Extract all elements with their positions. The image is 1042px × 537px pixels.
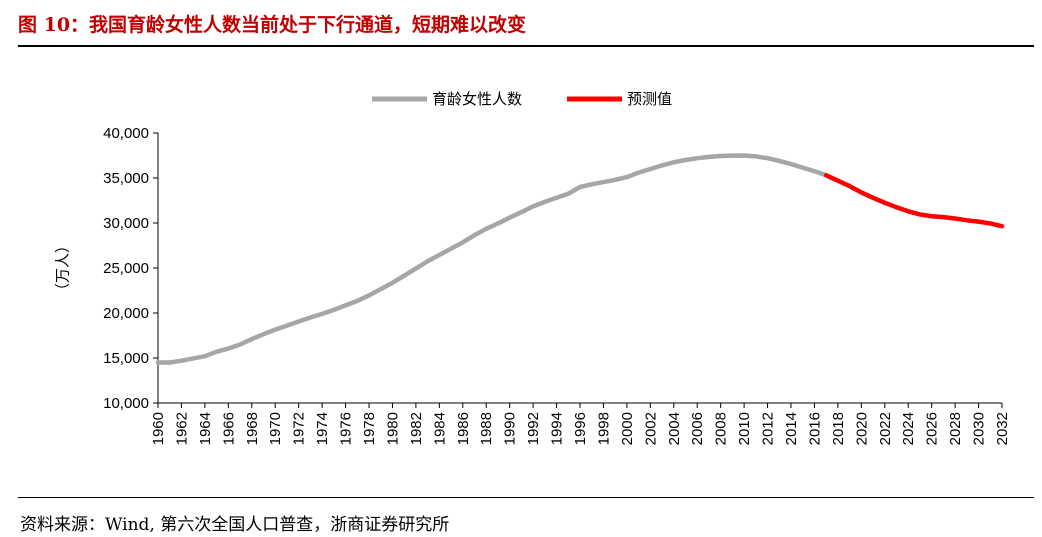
x-tick-label: 2018 [830,412,847,445]
x-tick-label: 2032 [994,412,1011,445]
x-tick-label: 1968 [244,412,261,445]
series-line [155,153,829,365]
x-axis: 1960 1962 1964 1966 1968 1970 1972 1974 1976 1978… [150,402,1011,445]
x-tick-label: 1994 [549,412,566,445]
legend-label: 预测值 [627,90,672,108]
x-tick-label: 1986 [455,412,472,445]
y-tick-label: 40,000 [103,125,149,142]
series-line [823,173,1005,229]
x-tick-label: 2030 [971,412,988,445]
y-tick-label: 20,000 [103,305,149,322]
y-tick-label: 35,000 [103,170,149,187]
title-rule [18,45,1034,47]
x-tick-label: 1962 [173,412,190,445]
x-tick-label: 1982 [408,412,425,445]
x-tick-label: 1960 [150,412,167,445]
x-tick-label: 1980 [384,412,401,445]
x-tick-label: 2004 [666,412,683,445]
x-tick-label: 1972 [291,412,308,445]
y-axis: 10,000 15,000 20,000 25,000 30,000 35,000 40,0… [103,125,159,412]
x-tick-label: 1988 [478,412,495,445]
x-tick-label: 2014 [783,412,800,445]
x-tick-label: 1990 [502,412,519,445]
x-tick-label: 1992 [525,412,542,445]
y-tick-label: 10,000 [103,395,149,412]
x-tick-label: 2020 [853,412,870,445]
x-tick-label: 2022 [877,412,894,445]
y-tick-label: 25,000 [103,260,149,277]
x-tick-label: 1974 [314,412,331,445]
x-tick-label: 2006 [689,412,706,445]
x-tick-label: 2026 [924,412,941,445]
x-tick-label: 1984 [431,412,448,445]
source-note: 资料来源：Wind, 第六次全国人口普查，浙商证券研究所 [20,515,450,535]
x-tick-label: 2010 [736,412,753,445]
x-tick-label: 1970 [267,412,284,445]
x-tick-label: 2016 [806,412,823,445]
x-tick-label: 2000 [619,412,636,445]
x-tick-label: 1966 [220,412,237,445]
y-axis-label: （万人） [54,238,72,298]
y-tick-label: 30,000 [103,215,149,232]
footer-rule [18,497,1034,498]
series-lines [155,153,1005,365]
x-tick-label: 2024 [900,412,917,445]
legend-label: 育龄女性人数 [432,90,522,108]
x-tick-label: 1998 [595,412,612,445]
x-tick-label: 1964 [197,412,214,445]
y-tick-label: 15,000 [103,350,149,367]
x-tick-label: 2028 [947,412,964,445]
x-tick-label: 1976 [338,412,355,445]
chart-legend: 育龄女性人数 预测值 [372,90,672,108]
x-tick-label: 2002 [642,412,659,445]
x-tick-label: 2008 [713,412,730,445]
figure-title: 图 10：我国育龄女性人数当前处于下行通道，短期难以改变 [18,14,527,36]
x-tick-label: 1978 [361,412,378,445]
x-tick-label: 1996 [572,412,589,445]
x-tick-label: 2012 [760,412,777,445]
